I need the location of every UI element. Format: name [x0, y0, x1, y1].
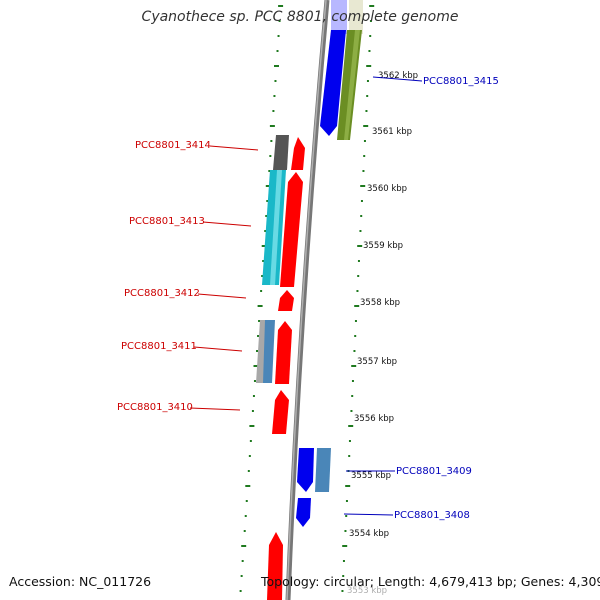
scale-label: 3556 kbp [354, 414, 394, 424]
gene-label-3412[interactable]: PCC8801_3412 [124, 288, 200, 299]
gene-3408[interactable] [296, 498, 311, 527]
gene-label-3411[interactable]: PCC8801_3411 [121, 341, 197, 352]
leader-line [202, 221, 252, 227]
gene-3411[interactable] [263, 320, 275, 383]
gene-3407[interactable] [267, 532, 283, 600]
gene-3416-lavender [331, 0, 347, 34]
scale-label: 3553 kbp [347, 586, 387, 596]
scale-label: 3558 kbp [360, 298, 400, 308]
page-title: Cyanothece sp. PCC 8801, complete genome [141, 9, 459, 25]
scale-label: 3557 kbp [357, 357, 397, 367]
leader-line [372, 76, 423, 82]
genome-backbone [285, 0, 330, 600]
gene-3413-shine [270, 170, 282, 285]
tick-marks [239, 5, 375, 592]
genome-backbone-highlight [286, 0, 327, 600]
leader-line [209, 145, 259, 151]
gene-3415-shine [344, 30, 360, 140]
gene-3409[interactable] [315, 448, 331, 492]
gene-3414[interactable] [273, 135, 289, 170]
scale-label: 3562 kbp [378, 71, 418, 81]
gene-3413-red[interactable] [280, 172, 303, 287]
leader-line [343, 513, 394, 516]
gene-label-3408[interactable]: PCC8801_3408 [394, 510, 470, 521]
gene-label-3415[interactable]: PCC8801_3415 [423, 76, 499, 87]
gene-3414-red[interactable] [291, 137, 305, 170]
scale-label: 3561 kbp [372, 127, 412, 137]
gene-label-3414[interactable]: PCC8801_3414 [135, 140, 211, 151]
gene-label-3413[interactable]: PCC8801_3413 [129, 216, 205, 227]
scale-label: 3559 kbp [363, 241, 403, 251]
scale-labels: 3562 kbp 3561 kbp 3560 kbp 3559 kbp 3558… [347, 71, 418, 596]
topology-text: Topology: circular; Length: 4,679,413 bp… [261, 574, 600, 589]
scale-label: 3554 kbp [349, 529, 389, 539]
gene-3411-red[interactable] [275, 321, 292, 384]
gene-3410[interactable] [272, 390, 289, 434]
scale-label: 3555 kbp [351, 471, 391, 481]
scale-label: 3560 kbp [367, 184, 407, 194]
gene-3416-beige [349, 0, 363, 34]
leader-line [189, 407, 241, 411]
accession-text: Accession: NC_011726 [9, 574, 152, 589]
gene-3409-blue[interactable] [297, 448, 314, 492]
gene-label-3409[interactable]: PCC8801_3409 [396, 466, 472, 477]
gene-3412[interactable] [278, 290, 294, 311]
gene-label-3410[interactable]: PCC8801_3410 [117, 402, 193, 413]
gene-3416-blue[interactable] [320, 30, 346, 136]
leader-line [193, 346, 243, 352]
leader-line [197, 293, 247, 299]
